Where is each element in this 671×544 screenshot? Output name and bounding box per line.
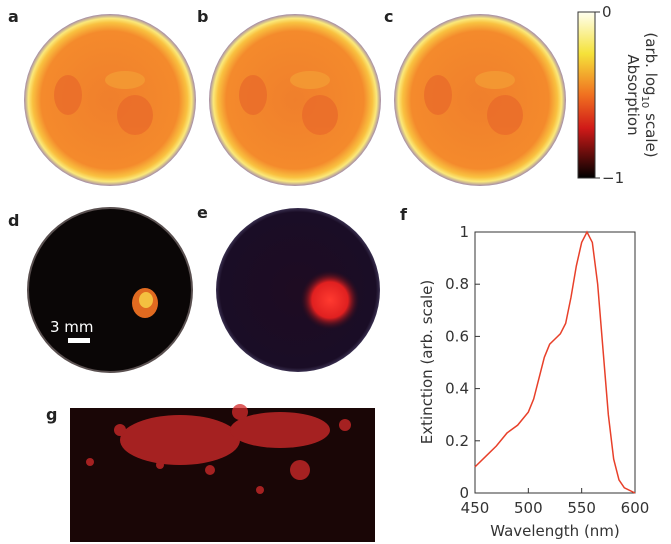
colorbar-title: 10 [639, 96, 650, 109]
chart: Wavelength (nm) Extinction (arb. scale) … [418, 223, 649, 540]
y-tick-label: 1 [459, 223, 469, 241]
plot-frame [475, 232, 635, 493]
panel-label: a [8, 7, 19, 26]
data-line [475, 232, 635, 493]
y-tick-label: 0.8 [445, 275, 469, 293]
panel-label: d [8, 211, 19, 230]
colorbar-ticks: 0 −1 [595, 3, 624, 187]
x-tick-label: 500 [514, 499, 543, 517]
colorbar-title: (arb. log10 scale) [639, 32, 660, 157]
panel-label: f [400, 205, 408, 224]
y-tick-label: 0.2 [445, 432, 469, 450]
x-tick-label: 550 [567, 499, 596, 517]
panel-label: e [197, 203, 208, 222]
disc-images [24, 14, 566, 542]
y-tick-label: 0 [459, 484, 469, 502]
figure: a b c d e f g 3 mm 0−1 Absorption (arb. … [0, 0, 671, 544]
colorbar-tick-label: 0 [602, 3, 612, 21]
x-axis-label: Wavelength (nm) [490, 522, 620, 540]
panel-label: g [46, 405, 57, 424]
x-tick-label: 600 [621, 499, 650, 517]
y-tick-label: 0.4 [445, 380, 469, 398]
y-axis-label: Extinction (arb. scale) [418, 280, 436, 444]
panel-label: b [197, 7, 208, 26]
colorbar-title: (arb. log [642, 32, 660, 95]
y-tick-label: 0.6 [445, 327, 469, 345]
colorbar-title: scale) [642, 108, 660, 157]
colorbar [578, 12, 595, 178]
panel-label: c [384, 7, 393, 26]
colorbar-tick-label: −1 [602, 169, 624, 187]
scale-bar-label: 3 mm [50, 318, 94, 336]
